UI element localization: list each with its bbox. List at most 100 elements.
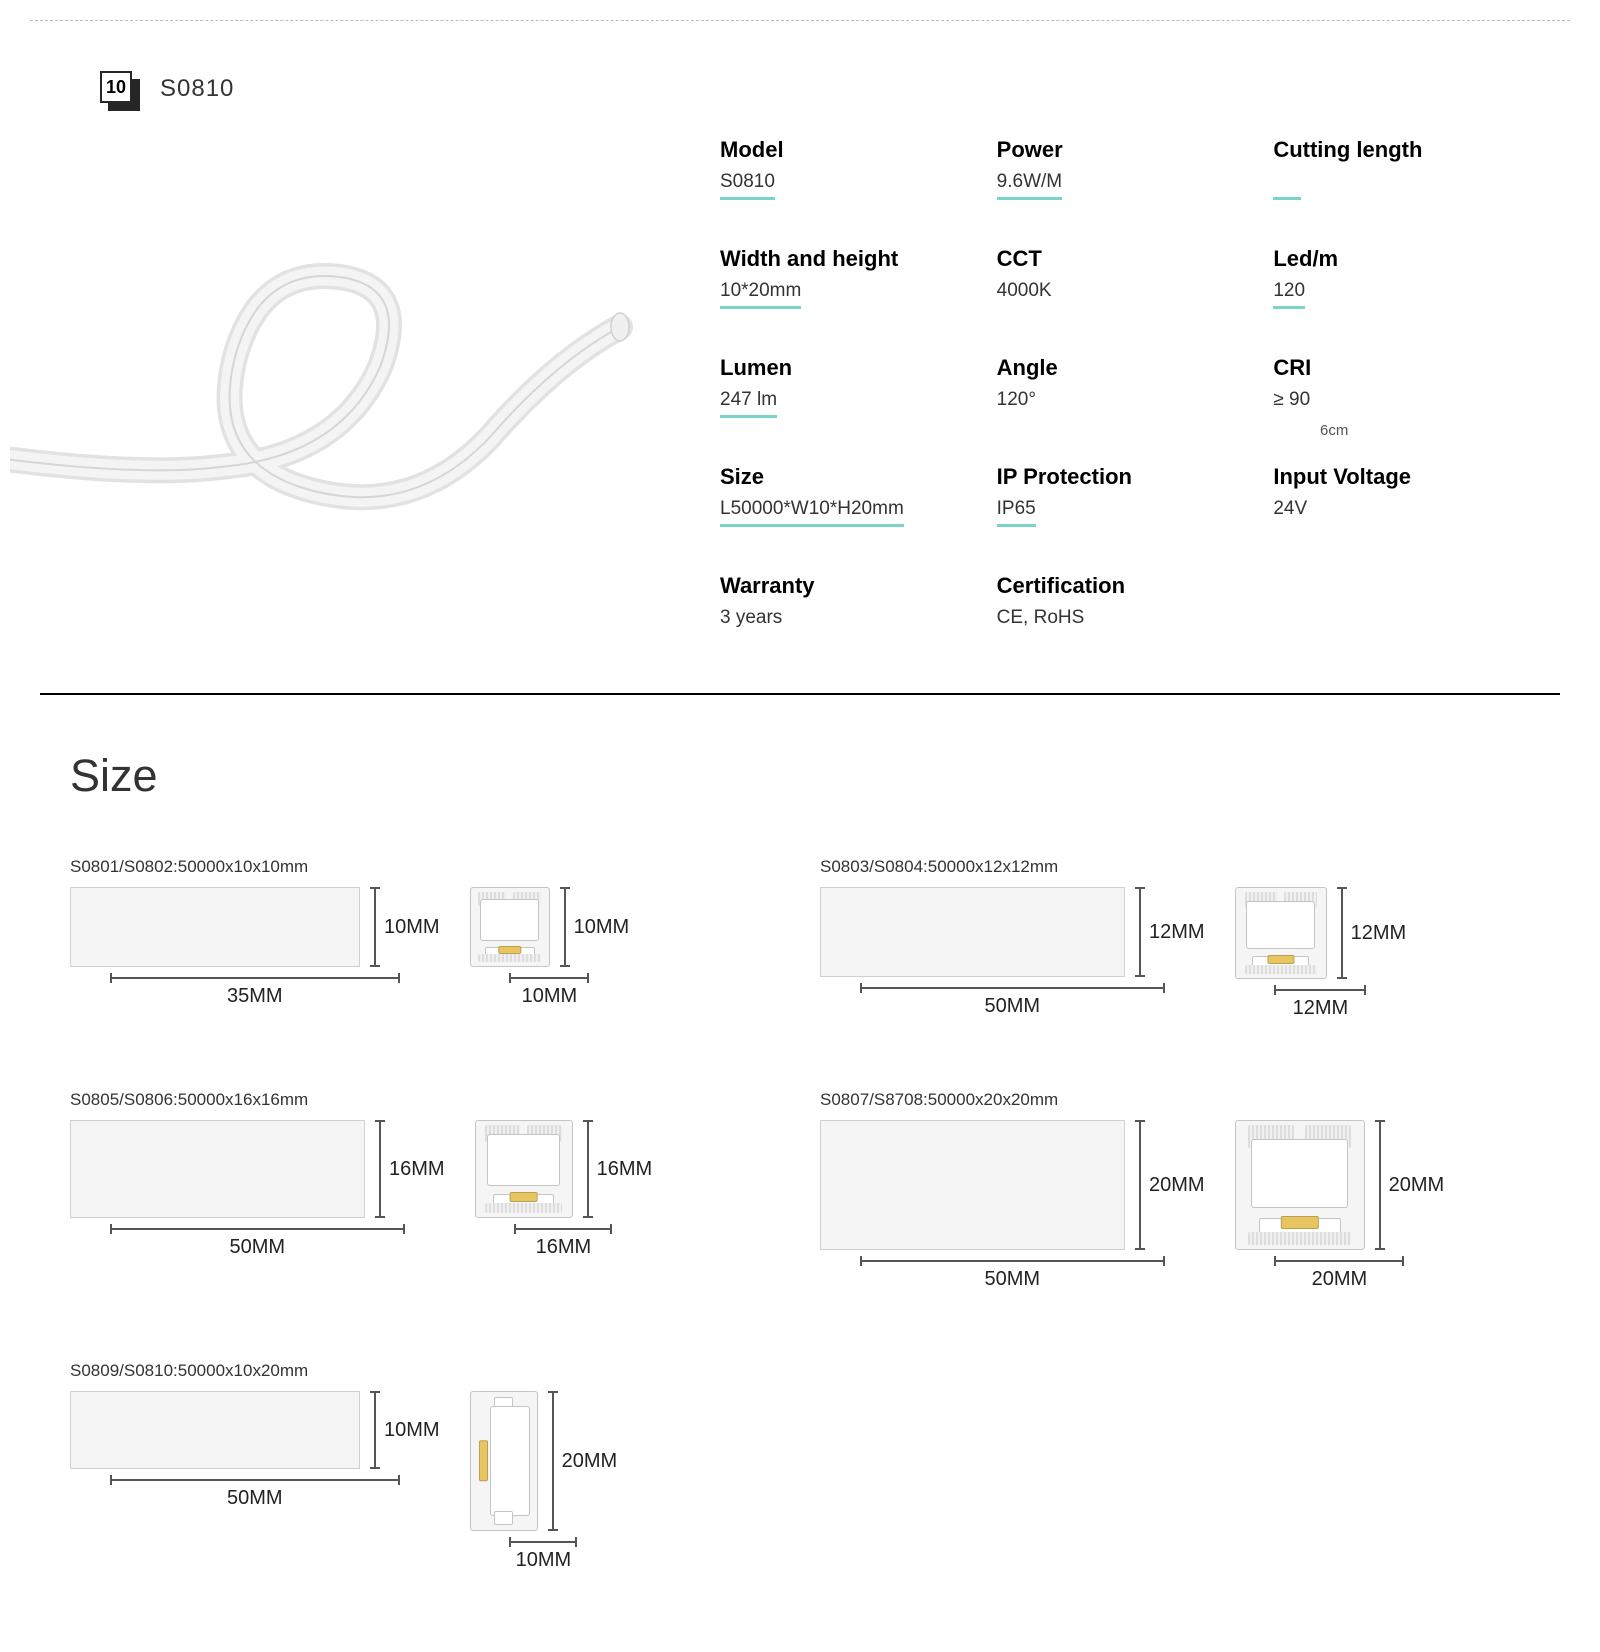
dim-label: 20MM [1389,1174,1445,1197]
spec-value: 120° [997,389,1036,415]
size-block: S0803/S0804:50000x12x12mm 12MM 50MM 12MM… [820,857,1510,1020]
h-dimension: 50MM [70,1479,440,1510]
h-dimension: 35MM [70,977,440,1008]
spec-item: Model S0810 [720,137,967,200]
spec-label: CCT [997,246,1244,272]
dim-label: 10MM [384,916,440,939]
spec-label: Input Voltage [1273,464,1520,490]
section-divider [40,693,1560,695]
spec-item: Size L50000*W10*H20mm [720,464,967,527]
size-caption: S0809/S0810:50000x10x20mm [70,1361,760,1381]
spec-value: 4000K [997,280,1052,306]
dim-label: 12MM [1351,922,1407,945]
dim-label: 20MM [1312,1268,1368,1291]
h-dimension: 16MM [475,1228,653,1259]
spec-item: Input Voltage 24V [1273,464,1520,527]
profile-cross-section [475,1120,573,1218]
size-block: S0805/S0806:50000x16x16mm 16MM 50MM 16MM… [70,1090,760,1291]
v-dimension: 16MM [587,1120,653,1218]
dim-label: 50MM [985,995,1041,1018]
size-rect [820,887,1125,977]
profile-cross-section [470,1391,538,1531]
dim-label: 50MM [230,1236,286,1259]
dim-label: 35MM [227,985,283,1008]
content-row: Model S0810 Power 9.6W/M Cutting length Widt… [0,127,1600,633]
h-dimension: 50MM [70,1228,445,1259]
spec-label: CRI [1273,355,1520,381]
size-block: S0807/S8708:50000x20x20mm 20MM 50MM 20MM… [820,1090,1510,1291]
dim-label: 16MM [536,1236,592,1259]
product-header: 10 S0810 [100,71,1600,107]
dim-label: 50MM [227,1487,283,1510]
size-rect [70,1391,360,1469]
specs-grid: Model S0810 Power 9.6W/M Cutting length Widt… [720,137,1520,633]
spec-label: Led/m [1273,246,1520,272]
dim-label: 12MM [1149,921,1205,944]
spec-label: Size [720,464,967,490]
spec-value: IP65 [997,498,1036,527]
spec-item: Cutting length [1273,137,1520,200]
dim-label: 16MM [389,1158,445,1181]
profile-cross-section [1235,1120,1365,1250]
dim-label: 10MM [384,1419,440,1442]
index-number: 10 [100,71,132,103]
size-caption: S0805/S0806:50000x16x16mm [70,1090,760,1110]
size-block: S0801/S0802:50000x10x10mm 10MM 35MM 10MM… [70,857,760,1020]
spec-value: 24V [1273,498,1307,524]
spec-item: CRI ≥ 90 [1273,355,1520,418]
v-dimension: 20MM [1379,1120,1445,1250]
dim-label: 20MM [562,1450,618,1473]
spec-value: 3 years [720,607,782,633]
v-dimension: 16MM [379,1120,445,1218]
float-length-label: 6cm [1320,422,1348,439]
spec-value: ≥ 90 [1273,389,1310,415]
spec-label: Angle [997,355,1244,381]
spec-value: 9.6W/M [997,171,1062,200]
v-dimension: 10MM [374,887,440,967]
spec-item: CCT 4000K [997,246,1244,309]
spec-item: Certification CE, RoHS [997,573,1244,633]
spec-item: Width and height10*20mm [720,246,967,309]
h-dimension: 50MM [820,987,1205,1018]
spec-item: Led/m 120 [1273,246,1520,309]
spec-label: Warranty [720,573,967,599]
h-dimension: 12MM [1235,989,1407,1020]
v-dimension: 10MM [374,1391,440,1469]
profile-cross-section [1235,887,1327,979]
size-caption: S0801/S0802:50000x10x10mm [70,857,760,877]
spec-value: L50000*W10*H20mm [720,498,904,527]
dim-label: 10MM [516,1549,572,1572]
spec-item: Warranty 3 years [720,573,967,633]
spec-value: CE, RoHS [997,607,1085,633]
size-rect [70,887,360,967]
size-grid: S0801/S0802:50000x10x10mm 10MM 35MM 10MM… [70,857,1510,1572]
spec-label: Width and height [720,246,967,272]
dim-label: 50MM [985,1268,1041,1291]
spec-label: IP Protection [997,464,1244,490]
index-badge: 10 [100,71,136,107]
size-rect [820,1120,1125,1250]
h-dimension: 10MM [470,1541,618,1572]
h-dimension: 20MM [1235,1260,1445,1291]
spec-item: Lumen247 lm [720,355,967,418]
spec-value: 120 [1273,280,1305,309]
v-dimension: 10MM [564,887,630,967]
specs-area: Model S0810 Power 9.6W/M Cutting length Widt… [720,137,1520,633]
model-code: S0810 [160,75,234,103]
dim-label: 12MM [1293,997,1349,1020]
spec-item: IP Protection IP65 [997,464,1244,527]
top-dashed-divider [30,20,1570,21]
h-dimension: 10MM [470,977,630,1008]
product-image [10,127,690,547]
spec-label: Model [720,137,967,163]
spec-item: Power 9.6W/M [997,137,1244,200]
spec-value: S0810 [720,171,775,200]
v-dimension: 20MM [1139,1120,1205,1250]
spec-item: Angle 120° [997,355,1244,418]
spec-label: Lumen [720,355,967,381]
profile-cross-section [470,887,550,967]
spec-value [1273,171,1278,197]
spec-label: Certification [997,573,1244,599]
size-title: Size [70,750,1600,802]
spec-label: Power [997,137,1244,163]
